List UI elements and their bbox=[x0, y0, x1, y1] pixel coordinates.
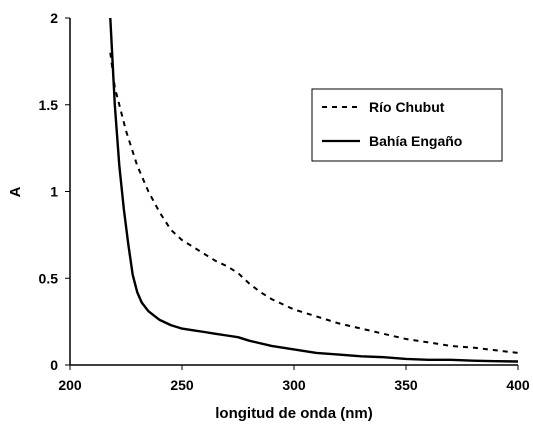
x-tick-label: 250 bbox=[170, 377, 194, 393]
x-axis-label: longitud de onda (nm) bbox=[215, 405, 372, 422]
legend: Río Chubut Bahía Engaño bbox=[311, 88, 503, 162]
x-tick-label: 200 bbox=[58, 377, 82, 393]
legend-box bbox=[311, 88, 503, 162]
x-tick-label: 350 bbox=[394, 377, 418, 393]
series-line-rio-chubut bbox=[109, 52, 519, 354]
y-tick-label: 1 bbox=[50, 184, 58, 200]
ticks: 200 250 300 350 400 0 0.5 1 1.5 2 bbox=[39, 10, 530, 393]
x-tick-label: 400 bbox=[506, 377, 530, 393]
series-layer bbox=[109, 17, 519, 363]
y-tick-label: 0.5 bbox=[39, 270, 59, 286]
legend-label-bahia-engano: Bahía Engaño bbox=[369, 133, 462, 149]
y-tick-label: 0 bbox=[50, 357, 58, 373]
y-tick-label: 1.5 bbox=[39, 97, 59, 113]
y-axis-label: A bbox=[7, 186, 24, 197]
legend-label-rio-chubut: Río Chubut bbox=[369, 99, 445, 115]
y-tick-label: 2 bbox=[50, 10, 58, 26]
axes bbox=[69, 18, 518, 366]
x-tick-label: 300 bbox=[282, 377, 306, 393]
series-line-bahia-engano bbox=[109, 17, 519, 363]
